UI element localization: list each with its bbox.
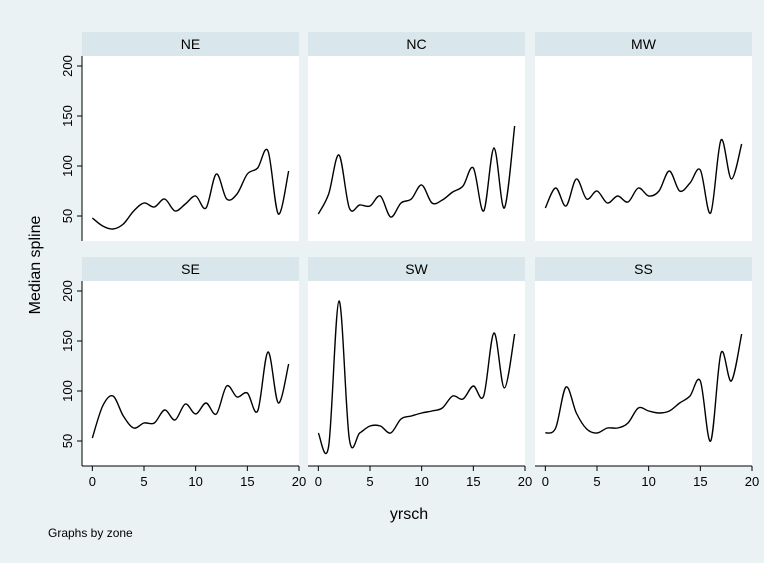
series-line-ss xyxy=(545,333,743,442)
panel-title-mw: MW xyxy=(631,36,657,52)
x-tick-label-0-sw: 0 xyxy=(315,474,322,489)
x-tick-label-10-sw: 10 xyxy=(414,474,428,489)
panel-mw: MW xyxy=(535,32,752,241)
panel-strip-ss xyxy=(535,257,752,281)
x-tick-label-0-ss: 0 xyxy=(542,474,549,489)
panel-plot-area-mw xyxy=(535,56,752,241)
x-tick-label-20-sw: 20 xyxy=(518,474,532,489)
panel-ss: SS 0 5 10 15 20 xyxy=(535,257,759,489)
x-tick-label-0-se: 0 xyxy=(89,474,96,489)
y-tick-label-150-ne: 150 xyxy=(60,105,75,127)
panel-title-se: SE xyxy=(181,261,200,277)
panel-plot-area-ne xyxy=(82,56,299,241)
x-tick-label-10-se: 10 xyxy=(188,474,202,489)
series-line-sw xyxy=(317,300,516,455)
panel-strip-mw xyxy=(535,32,752,56)
panel-se: SE 50 100 150 200 0 5 10 15 20 xyxy=(60,257,306,489)
x-tick-label-5-se: 5 xyxy=(140,474,147,489)
x-tick-label-15-ss: 15 xyxy=(693,474,707,489)
panel-ne: NE 50 100 150 200 xyxy=(60,32,299,241)
y-tick-label-200-ne: 200 xyxy=(60,55,75,77)
panel-strip-se xyxy=(82,257,299,281)
series-line-se xyxy=(91,351,290,439)
series-line-nc xyxy=(317,125,516,218)
y-axis-title: Median spline xyxy=(27,216,44,315)
x-tick-label-5-ss: 5 xyxy=(593,474,600,489)
panel-strip-sw xyxy=(308,257,525,281)
panel-title-ne: NE xyxy=(181,36,200,52)
y-tick-label-150-se: 150 xyxy=(60,330,75,352)
y-tick-label-50-se: 50 xyxy=(60,434,75,448)
panel-title-sw: SW xyxy=(405,261,428,277)
y-tick-label-200-se: 200 xyxy=(60,280,75,302)
panel-title-nc: NC xyxy=(406,36,426,52)
x-tick-label-20-se: 20 xyxy=(292,474,306,489)
x-tick-label-15-sw: 15 xyxy=(466,474,480,489)
panel-plot-area-se xyxy=(82,281,299,466)
y-tick-label-100-se: 100 xyxy=(60,380,75,402)
x-axis-title: yrsch xyxy=(390,506,428,523)
panel-plot-area-ss xyxy=(535,281,752,466)
panel-nc: NC xyxy=(308,32,525,241)
panel-title-ss: SS xyxy=(634,261,653,277)
y-tick-label-100-ne: 100 xyxy=(60,155,75,177)
x-tick-label-5-sw: 5 xyxy=(366,474,373,489)
chart-note: Graphs by zone xyxy=(48,526,133,540)
series-line-ne xyxy=(91,148,290,230)
y-tick-label-50-ne: 50 xyxy=(60,209,75,223)
panel-strip-ne xyxy=(82,32,299,56)
series-line-mw xyxy=(544,139,743,214)
x-tick-label-15-se: 15 xyxy=(240,474,254,489)
panel-sw: SW 0 5 10 15 20 xyxy=(308,257,532,489)
panel-plot-area-nc xyxy=(308,56,525,241)
x-tick-label-20-ss: 20 xyxy=(745,474,759,489)
x-tick-label-10-ss: 10 xyxy=(641,474,655,489)
panel-strip-nc xyxy=(308,32,525,56)
